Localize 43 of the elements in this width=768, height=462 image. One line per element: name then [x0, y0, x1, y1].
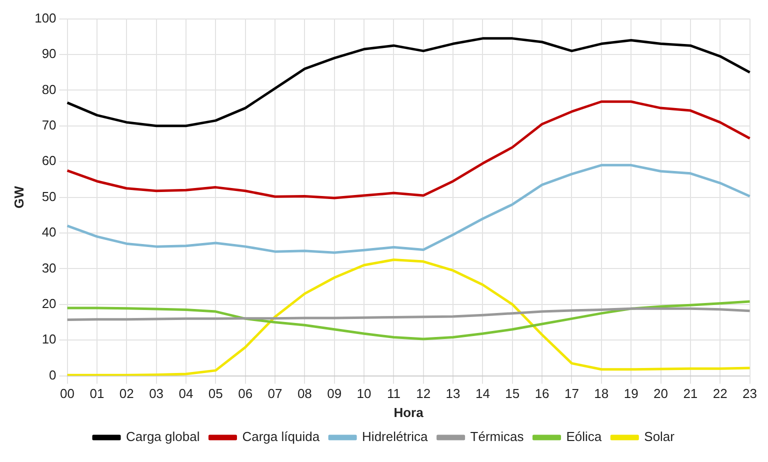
- legend-label: Solar: [644, 429, 676, 444]
- x-tick-label: 03: [149, 386, 164, 402]
- y-tick-label: 10: [42, 332, 56, 347]
- y-tick-label: 80: [42, 82, 56, 97]
- x-tick-label: 23: [742, 386, 758, 402]
- y-tick-label: 40: [42, 224, 56, 240]
- legend-label: Carga global: [126, 429, 200, 444]
- y-tick-label: 30: [42, 260, 56, 276]
- x-tick-label: 01: [90, 386, 104, 402]
- x-tick-label: 00: [60, 386, 75, 402]
- x-tick-label: 15: [505, 386, 520, 402]
- y-tick-label: 70: [42, 117, 56, 132]
- x-tick-label: 18: [594, 386, 609, 402]
- x-tick-label: 20: [654, 386, 668, 402]
- legend-label: Hidrelétrica: [362, 429, 429, 444]
- y-tick-label: 60: [42, 153, 56, 168]
- y-tick-label: 20: [42, 296, 56, 311]
- x-tick-label: 16: [534, 386, 550, 402]
- x-axis-title: Hora: [394, 404, 424, 420]
- x-tick-label: 06: [238, 386, 253, 402]
- x-tick-label: 08: [297, 386, 312, 402]
- x-tick-label: 11: [386, 386, 400, 402]
- x-tick-label: 02: [119, 386, 134, 402]
- x-tick-label: 19: [624, 386, 638, 402]
- x-tick-label: 07: [268, 386, 282, 402]
- legend-label: Carga líquida: [242, 429, 320, 444]
- x-tick-label: 17: [564, 386, 579, 402]
- y-tick-label: 100: [34, 10, 56, 26]
- legend-label: Térmicas: [470, 429, 524, 444]
- x-tick-label: 21: [683, 386, 698, 402]
- y-axis-title: GW: [11, 185, 26, 208]
- x-tick-label: 12: [416, 386, 431, 402]
- x-tick-label: 04: [178, 386, 194, 402]
- x-tick-label: 05: [208, 386, 223, 402]
- y-tick-label: 90: [42, 46, 56, 62]
- y-tick-label: 50: [42, 188, 56, 204]
- x-tick-label: 22: [712, 386, 728, 402]
- x-tick-label: 13: [446, 386, 460, 402]
- legend-label: Eólica: [566, 429, 602, 444]
- y-tick-label: 0: [49, 367, 56, 382]
- x-tick-label: 09: [327, 386, 342, 402]
- x-tick-label: 14: [475, 386, 490, 402]
- x-tick-label: 10: [356, 386, 372, 402]
